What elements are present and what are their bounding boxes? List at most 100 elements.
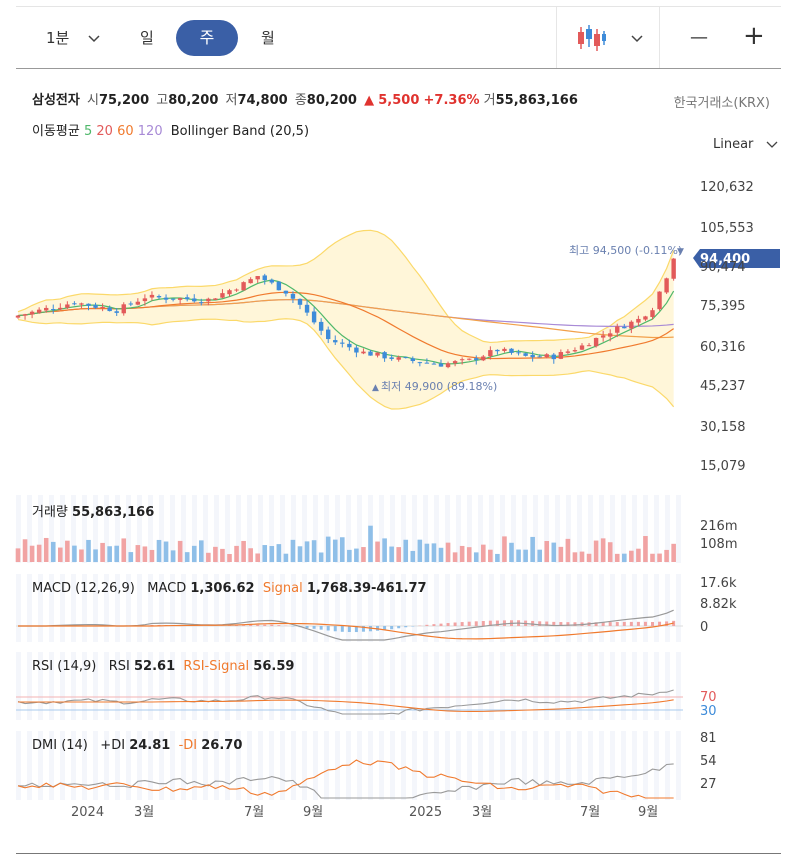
- macd-histogram-bar: [495, 620, 499, 626]
- pane-stripe: [379, 731, 384, 800]
- macd-histogram-bar: [524, 620, 528, 626]
- chart-type-select[interactable]: [576, 25, 643, 55]
- volume-bar: [290, 539, 296, 562]
- volume-bar: [22, 539, 28, 562]
- pane-stripe: [434, 574, 439, 642]
- moving-average-legend[interactable]: 이동평균 5 20 60 120 Bollinger Band (20,5): [32, 120, 309, 139]
- pane-stripe: [368, 652, 373, 720]
- price-axis-label: 30,158: [700, 420, 746, 435]
- rsi-axis-70: 70: [700, 690, 717, 705]
- volume-bar: [495, 553, 500, 562]
- macd-histogram-bar: [517, 620, 521, 626]
- pdi-value: 24.81: [129, 738, 171, 753]
- candle-body: [643, 316, 648, 320]
- candle-body: [170, 298, 176, 300]
- zoom-out-button[interactable]: —: [690, 27, 708, 48]
- interval-select[interactable]: 1분: [46, 22, 100, 54]
- pane-stripe: [577, 495, 582, 563]
- down-triangle-icon: ▼: [677, 247, 684, 257]
- pane-stripe: [654, 731, 659, 800]
- pane-stripe: [16, 495, 21, 563]
- candle-body: [375, 352, 380, 356]
- close-value: 80,200: [306, 93, 357, 108]
- high-value: 80,200: [168, 93, 219, 108]
- pane-stripe: [412, 652, 417, 720]
- zoom-in-button[interactable]: +: [743, 21, 765, 51]
- pane-stripe: [643, 731, 648, 800]
- macd-title: MACD (12,26,9): [32, 581, 135, 596]
- candle-body: [551, 354, 556, 360]
- candle-body: [579, 345, 585, 350]
- macd-histogram-bar: [150, 624, 154, 626]
- candle-body: [622, 326, 627, 329]
- tab-day[interactable]: 일: [140, 29, 154, 47]
- pane-stripe: [302, 495, 307, 563]
- low-annotation: 최저 49,900 (89.18%): [381, 380, 497, 393]
- pane-stripe: [522, 731, 527, 800]
- volume-bar: [276, 544, 282, 562]
- open-value: 75,200: [98, 93, 150, 108]
- macd-histogram-bar: [510, 620, 513, 626]
- macd-histogram-bar: [347, 626, 351, 633]
- candle-body: [156, 296, 162, 298]
- pane-stripe: [665, 574, 670, 642]
- volume-bar: [347, 549, 352, 562]
- candle-body: [481, 356, 486, 361]
- chart-toolbar: 1분 일 주 월 — +: [16, 7, 781, 69]
- macd-histogram-bar: [594, 622, 598, 626]
- chevron-down-icon: [766, 141, 778, 148]
- macd-histogram-bar: [481, 621, 485, 626]
- pane-stripe: [159, 495, 164, 563]
- candle-body: [586, 345, 592, 347]
- pane-stripe: [665, 731, 670, 800]
- ma5-line: [17, 279, 675, 365]
- change-value: 5,500: [378, 93, 420, 108]
- volume-bar: [650, 553, 655, 562]
- macd-axis-label: 0: [700, 620, 708, 635]
- tab-month[interactable]: 월: [261, 29, 275, 47]
- pane-stripe: [489, 574, 494, 642]
- volume-pane-value: 55,863,166: [72, 505, 155, 520]
- pane-stripe: [379, 652, 384, 720]
- pane-stripe: [445, 731, 450, 800]
- ma-title: 이동평균: [32, 124, 80, 139]
- change-percent: +7.36%: [423, 93, 480, 108]
- volume-bar: [671, 543, 676, 562]
- macd-histogram-bar: [672, 620, 676, 626]
- pane-stripe: [412, 495, 417, 563]
- interval-label: 1분: [46, 29, 70, 47]
- pane-stripe: [280, 731, 285, 800]
- pane-stripe: [621, 731, 626, 800]
- price-axis-label: 75,395: [700, 299, 746, 314]
- pane-stripe: [500, 495, 505, 563]
- pane-stripe: [192, 495, 197, 563]
- candle-body: [593, 337, 599, 347]
- macd-histogram-bar: [559, 622, 563, 626]
- pane-stripe: [577, 574, 582, 642]
- candle-body: [36, 309, 42, 313]
- macd-histogram-bar: [488, 620, 492, 626]
- volume-bar: [340, 537, 345, 562]
- macd-histogram-bar: [601, 622, 605, 626]
- macd-histogram-bar: [319, 626, 323, 630]
- volume-bar: [643, 536, 648, 562]
- candle-body: [128, 303, 133, 305]
- volume-bar: [297, 546, 303, 562]
- candle-body: [283, 290, 289, 294]
- pane-stripe: [544, 495, 549, 563]
- macd-line: [18, 609, 674, 641]
- pane-stripe: [478, 731, 483, 800]
- tab-week[interactable]: 주: [176, 20, 238, 56]
- candle-body: [220, 293, 225, 298]
- macd-histogram-bar: [467, 621, 471, 626]
- macd-axis-label: 17.6k: [700, 576, 737, 591]
- volume-bar: [128, 552, 134, 562]
- pane-stripe: [599, 574, 604, 642]
- ma120-label: 120: [137, 124, 163, 139]
- volume-bar: [579, 551, 585, 562]
- scale-select[interactable]: Linear: [713, 137, 778, 152]
- ma120-line: [17, 299, 674, 327]
- volume-bar: [488, 549, 493, 562]
- bottom-divider: [16, 853, 781, 854]
- macd-histogram-bar: [333, 626, 337, 632]
